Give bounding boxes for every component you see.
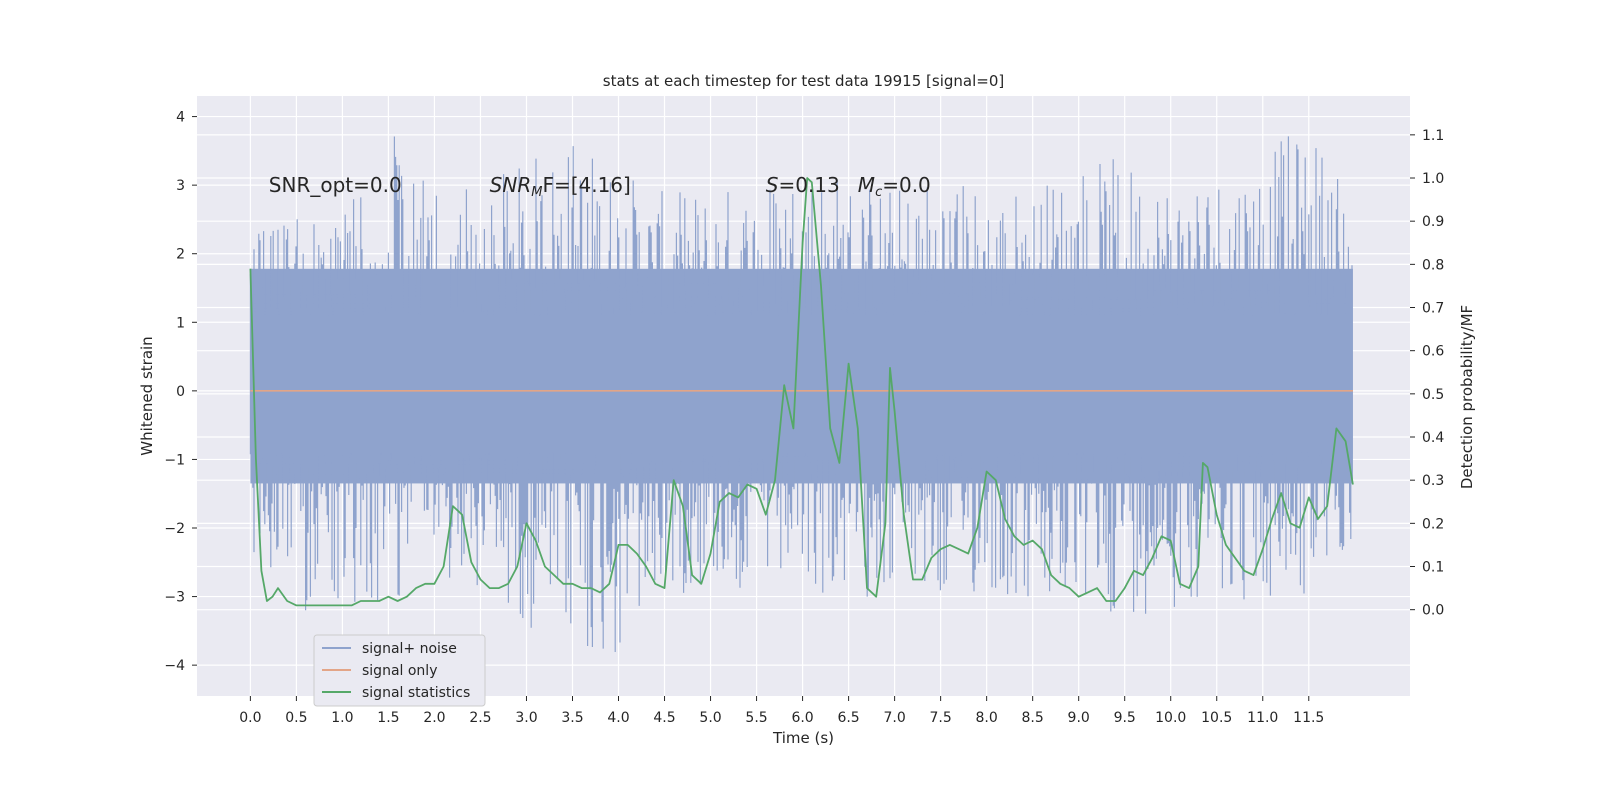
y-tick-label: −4 <box>164 658 185 674</box>
noise-trace <box>249 136 1353 652</box>
annotation: Mc=0.0 <box>858 173 931 200</box>
x-tick-label: 10.5 <box>1201 710 1232 726</box>
x-tick-label: 8.0 <box>976 710 998 726</box>
x-tick-label: 5.5 <box>745 710 767 726</box>
y-tick-label: −1 <box>164 452 185 468</box>
x-tick-label: 7.5 <box>929 710 951 726</box>
legend-entry-signal-statistics: signal statistics <box>362 685 470 701</box>
x-tick-label: 8.5 <box>1022 710 1044 726</box>
x-tick-label: 7.0 <box>883 710 905 726</box>
y2-axis-label: Detection probability/MF <box>1458 305 1476 489</box>
y-tick-label: 1 <box>176 315 185 331</box>
y-axis-label: Whitened strain <box>138 336 156 455</box>
y-tick-label: −2 <box>164 521 185 537</box>
series-signal-noise <box>249 136 1353 652</box>
legend-box <box>313 634 486 707</box>
annotation-subscript: c <box>875 185 882 200</box>
annotation-symbol: SNR <box>490 173 532 197</box>
y2-tick-label: 0.8 <box>1422 257 1444 273</box>
x-tick-label: 6.5 <box>837 710 859 726</box>
x-tick-label: 2.5 <box>469 710 491 726</box>
x-tick-label: 0.5 <box>285 710 307 726</box>
line-layer <box>249 177 1354 607</box>
x-tick-label: 1.0 <box>331 710 353 726</box>
legend-entry-signal-noise: signal+ noise <box>362 641 457 657</box>
series-signal-statistics <box>249 177 1354 607</box>
x-tick-label: 5.0 <box>699 710 721 726</box>
y2-tick-label: 0.4 <box>1422 430 1444 446</box>
x-tick-label: 1.5 <box>377 710 399 726</box>
y2-axis: 0.0 0.1 0.2 0.3 0.4 0.5 0.6 0.7 0.8 0.9 1.0 1.1 <box>1410 128 1444 619</box>
y-tick-label: 3 <box>176 178 185 194</box>
annotations: SNR_opt=0.0 SNRMF=[4.16] S=0.13 Mc=0.0 <box>269 173 931 200</box>
x-tick-label: 2.0 <box>423 710 445 726</box>
x-tick-label: 9.5 <box>1114 710 1136 726</box>
x-axis-label: Time (s) <box>772 729 834 747</box>
annotation: SNR_opt=0.0 <box>269 173 402 197</box>
y2-tick-label: 0.2 <box>1422 516 1444 532</box>
y2-tick-label: 0.0 <box>1422 603 1444 619</box>
x-tick-label: 9.0 <box>1068 710 1090 726</box>
x-tick-label: 3.0 <box>515 710 537 726</box>
annotation-symbol: M <box>858 173 875 197</box>
y-tick-label: 2 <box>176 247 185 263</box>
annotation: S=0.13 <box>766 173 840 197</box>
y-tick-label: 4 <box>176 110 185 126</box>
chart-title: stats at each timestep for test data 199… <box>603 72 1004 90</box>
x-axis: 0.0 0.5 1.0 1.5 2.0 2.5 3.0 3.5 4.0 4.5 5.0 5.5 6.0 6… <box>239 696 1324 726</box>
legend: signal+ noise signal only signal statist… <box>313 634 486 707</box>
y2-tick-label: 0.1 <box>1422 560 1444 576</box>
y-axis: −4 −3 −2 −1 0 1 2 3 4 <box>164 110 197 674</box>
annotation-value: F=[4.16] <box>542 173 630 197</box>
y-tick-label: 0 <box>176 384 185 400</box>
x-tick-label: 11.5 <box>1293 710 1324 726</box>
x-tick-label: 4.0 <box>607 710 629 726</box>
x-tick-label: 10.0 <box>1155 710 1186 726</box>
annotation-symbol: S <box>766 173 779 197</box>
y2-tick-label: 0.5 <box>1422 387 1444 403</box>
legend-entry-signal-only: signal only <box>362 663 437 679</box>
y2-tick-label: 1.1 <box>1422 128 1444 144</box>
y-tick-label: −3 <box>164 590 185 606</box>
y2-tick-label: 1.0 <box>1422 171 1444 187</box>
y2-tick-label: 0.6 <box>1422 344 1444 360</box>
annotation-value: =0.13 <box>778 173 839 197</box>
x-tick-label: 11.0 <box>1247 710 1278 726</box>
y2-tick-label: 0.3 <box>1422 473 1444 489</box>
annotation-subscript: M <box>531 185 542 200</box>
y2-tick-label: 0.7 <box>1422 301 1444 317</box>
x-tick-label: 6.0 <box>791 710 813 726</box>
annotation: SNRMF=[4.16] <box>490 173 631 200</box>
x-tick-label: 4.5 <box>653 710 675 726</box>
x-tick-label: 0.0 <box>239 710 261 726</box>
x-tick-label: 3.5 <box>561 710 583 726</box>
y2-tick-label: 0.9 <box>1422 214 1444 230</box>
annotation-value: =0.0 <box>882 173 931 197</box>
